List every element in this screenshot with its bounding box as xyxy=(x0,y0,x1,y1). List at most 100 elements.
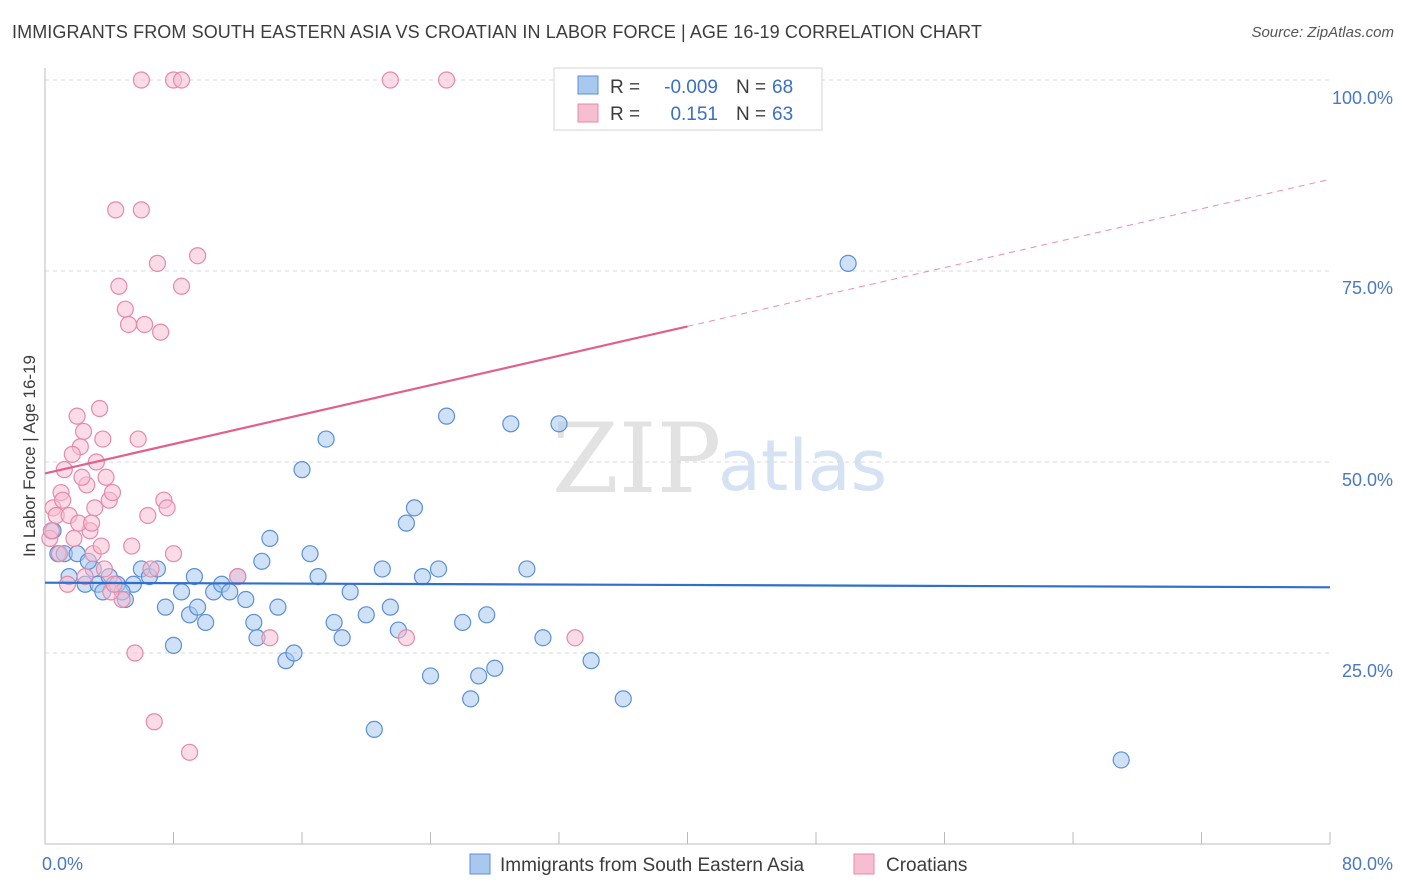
legend-swatch-pink xyxy=(577,103,599,123)
point-croatians xyxy=(95,560,114,578)
chart-source: Source: ZipAtlas.com xyxy=(1251,24,1394,41)
point-south-eastern-asia xyxy=(534,629,552,647)
series-legend-swatch-blue xyxy=(469,853,491,875)
point-croatians xyxy=(381,71,399,89)
point-croatians xyxy=(123,537,141,555)
point-south-eastern-asia xyxy=(437,407,456,425)
point-croatians xyxy=(76,567,94,586)
point-croatians xyxy=(65,529,83,548)
point-south-eastern-asia xyxy=(237,590,255,609)
point-south-eastern-asia xyxy=(253,552,271,570)
chart-title: IMMIGRANTS FROM SOUTH EASTERN ASIA VS CR… xyxy=(12,22,982,42)
legend-n-value-pink: 63 xyxy=(772,104,793,125)
point-south-eastern-asia xyxy=(462,690,480,708)
legend-r-value-blue: -0.009 xyxy=(664,77,718,98)
watermark-atlas: atlas xyxy=(718,425,887,507)
legend-n-label-pink: N = xyxy=(736,104,766,125)
stats-legend-box xyxy=(553,67,823,131)
point-south-eastern-asia xyxy=(429,560,448,578)
grid-layer xyxy=(45,79,1330,654)
y-tick-label-100: 100.0% xyxy=(1332,88,1393,108)
point-croatians xyxy=(145,713,163,731)
trend-line-pink xyxy=(44,325,688,475)
point-south-eastern-asia xyxy=(293,461,311,479)
point-croatians xyxy=(132,201,150,219)
point-south-eastern-asia xyxy=(357,606,375,624)
point-south-eastern-asia xyxy=(614,690,632,708)
point-croatians xyxy=(172,277,191,295)
point-croatians xyxy=(437,71,456,89)
point-south-eastern-asia xyxy=(301,545,319,563)
point-croatians xyxy=(139,506,157,525)
legend-swatch-blue xyxy=(577,75,599,95)
point-croatians xyxy=(119,315,138,334)
point-south-eastern-asia xyxy=(397,514,416,532)
point-south-eastern-asia xyxy=(518,560,536,578)
series-legend-swatch-pink xyxy=(853,853,875,875)
point-south-eastern-asia xyxy=(317,430,335,448)
point-south-eastern-asia xyxy=(185,567,203,586)
point-croatians xyxy=(172,71,191,89)
point-croatians xyxy=(129,430,147,448)
point-croatians xyxy=(110,277,128,295)
trend-line-blue xyxy=(44,581,1331,589)
point-croatians xyxy=(229,567,247,586)
point-south-eastern-asia xyxy=(245,613,263,632)
trend-line-pink-dashed xyxy=(687,178,1331,327)
point-south-eastern-asia xyxy=(285,644,303,662)
point-croatians xyxy=(132,71,150,89)
point-croatians xyxy=(164,545,183,563)
point-croatians xyxy=(54,491,72,509)
point-south-eastern-asia xyxy=(381,598,399,616)
point-croatians xyxy=(50,545,69,563)
point-south-eastern-asia xyxy=(405,499,424,517)
point-croatians xyxy=(58,575,77,593)
point-croatians xyxy=(142,560,160,578)
trend-layer xyxy=(44,178,1331,589)
point-south-eastern-asia xyxy=(365,720,383,739)
y-axis-label: In Labor Force | Age 16-19 xyxy=(20,355,39,557)
point-croatians xyxy=(103,483,122,502)
point-croatians xyxy=(73,468,91,486)
watermark-zip: ZIP xyxy=(552,403,721,515)
y-tick-label-75: 75.0% xyxy=(1342,278,1393,298)
point-croatians xyxy=(107,201,125,219)
point-croatians xyxy=(97,468,115,486)
point-south-eastern-asia xyxy=(413,567,432,586)
point-south-eastern-asia xyxy=(470,667,488,685)
point-croatians xyxy=(135,315,154,334)
point-south-eastern-asia xyxy=(325,613,343,632)
point-south-eastern-asia xyxy=(486,659,504,677)
point-south-eastern-asia xyxy=(221,583,239,601)
point-south-eastern-asia xyxy=(550,415,568,433)
point-croatians xyxy=(82,514,101,532)
point-south-eastern-asia xyxy=(1112,751,1130,769)
point-croatians xyxy=(42,522,61,540)
point-south-eastern-asia xyxy=(341,583,359,601)
point-south-eastern-asia xyxy=(269,598,287,616)
point-croatians xyxy=(63,445,81,463)
x-tick-label-min: 0.0% xyxy=(42,854,83,874)
axis-layer xyxy=(44,68,1331,845)
point-croatians xyxy=(68,407,86,425)
series-legend-label-pink: Croatians xyxy=(886,855,967,876)
series-legend: Immigrants from South Eastern Asia Croat… xyxy=(469,853,967,876)
point-south-eastern-asia xyxy=(373,560,391,578)
point-south-eastern-asia xyxy=(333,629,351,647)
point-south-eastern-asia xyxy=(261,529,279,548)
point-south-eastern-asia xyxy=(172,583,191,601)
point-croatians xyxy=(92,537,110,555)
stats-legend: R = -0.009 N = 68 R = 0.151 N = 63 xyxy=(553,67,823,131)
point-croatians xyxy=(86,499,104,517)
series-legend-label-blue: Immigrants from South Eastern Asia xyxy=(500,855,805,876)
legend-n-label-blue: N = xyxy=(736,77,766,98)
point-croatians xyxy=(116,300,134,318)
point-croatians xyxy=(105,575,123,593)
legend-r-value-pink: 0.151 xyxy=(670,104,718,125)
point-south-eastern-asia xyxy=(582,652,600,670)
point-south-eastern-asia xyxy=(197,613,215,632)
point-croatians xyxy=(91,399,109,418)
points-layer xyxy=(41,71,1130,769)
legend-n-value-blue: 68 xyxy=(772,77,793,98)
